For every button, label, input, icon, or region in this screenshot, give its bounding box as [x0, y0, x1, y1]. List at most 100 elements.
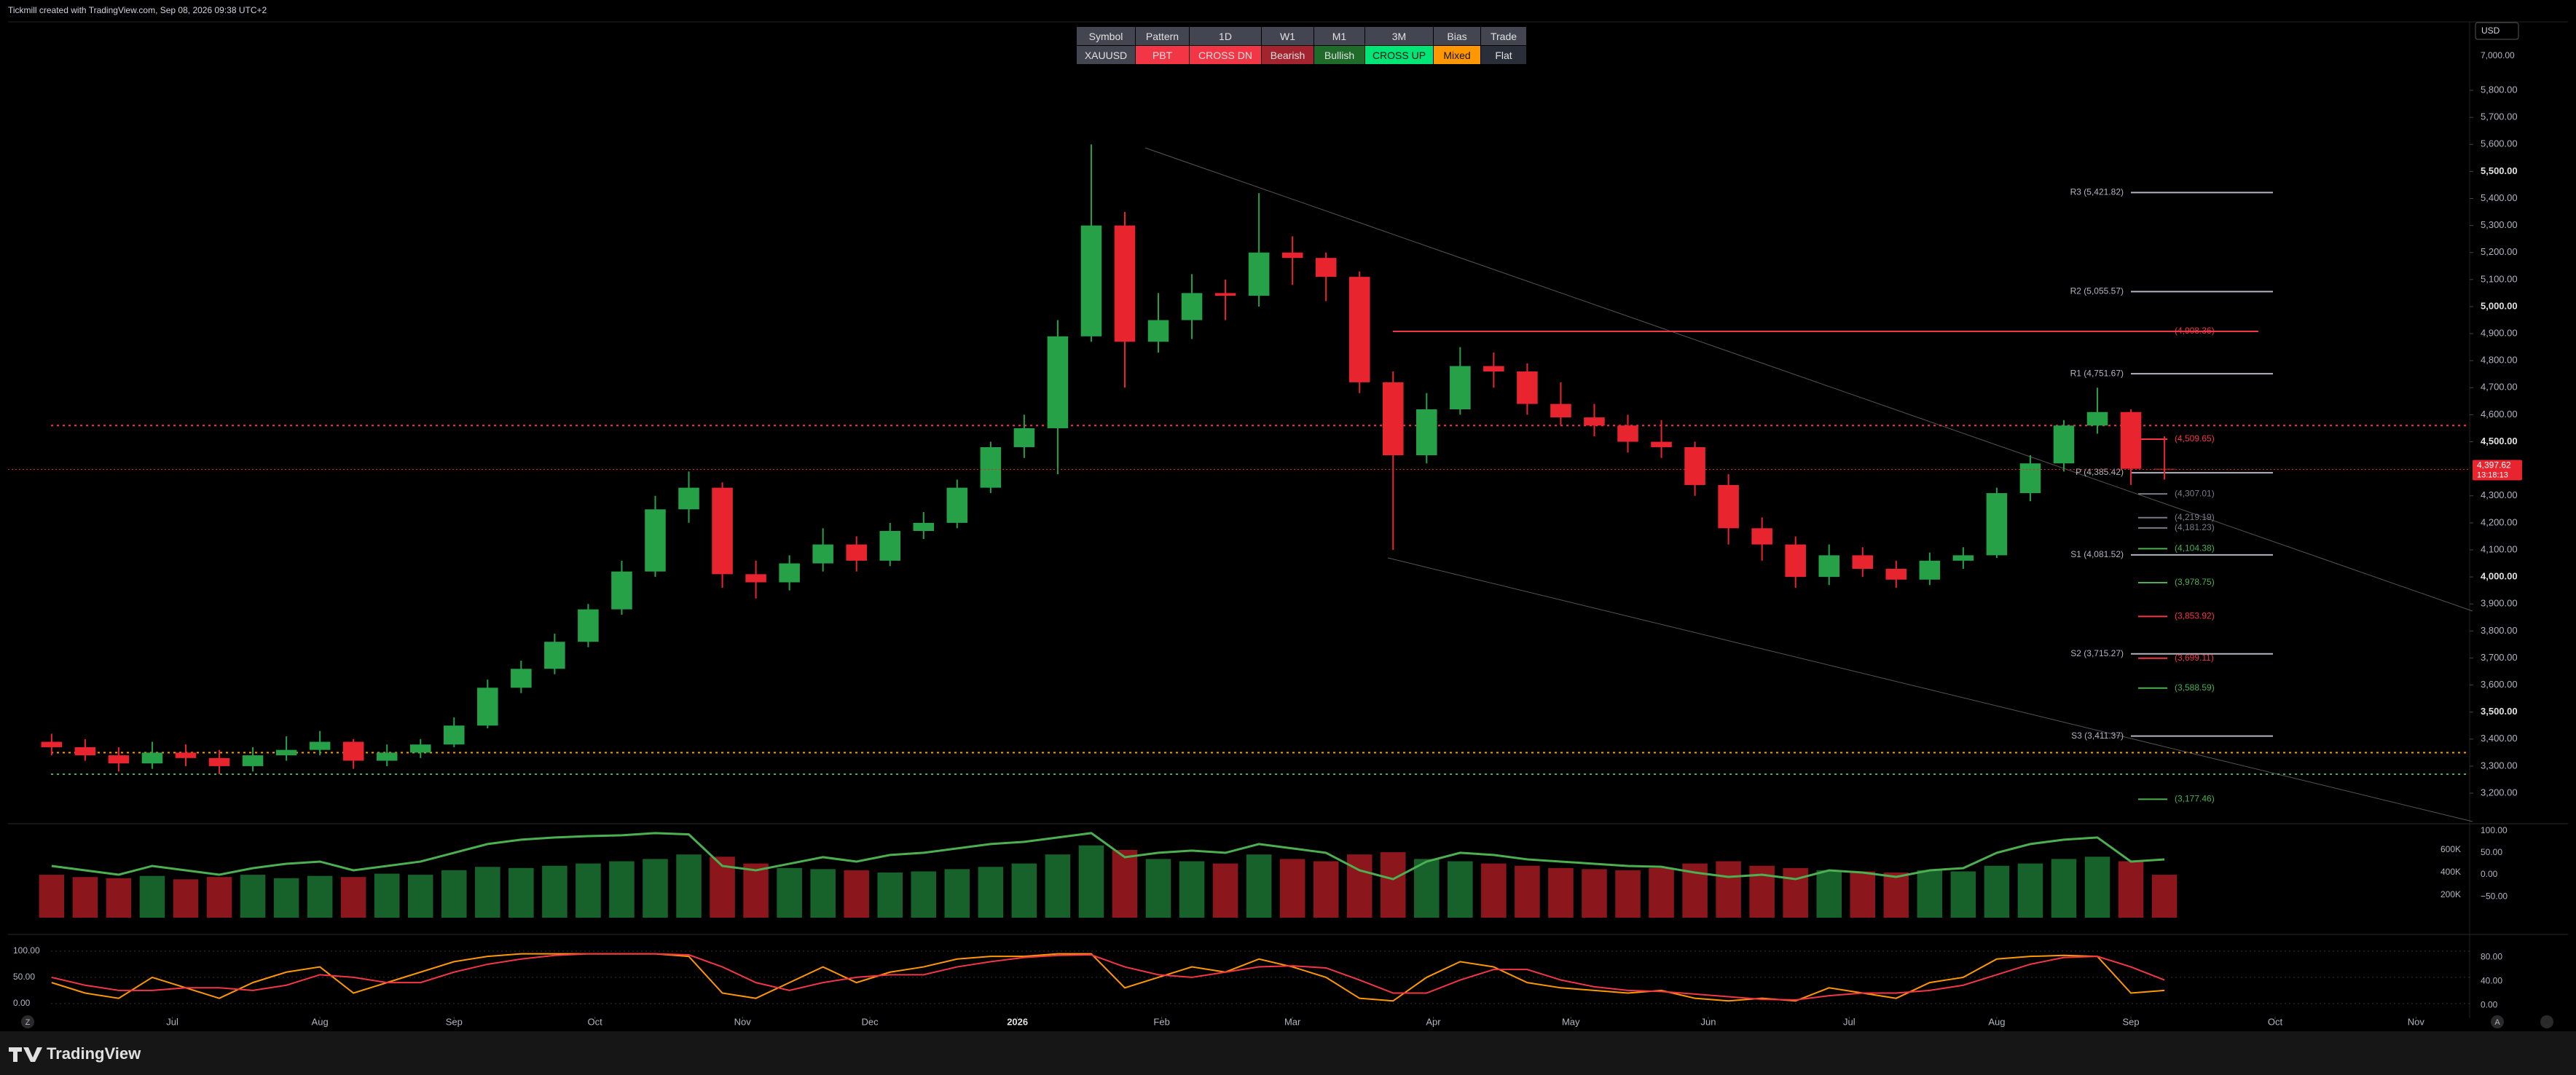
y-tick-label: 5,800.00: [2481, 84, 2518, 95]
volume-bar: [844, 870, 869, 918]
candle-body: [2019, 463, 2041, 494]
candle-body: [846, 544, 867, 561]
volume-bar: [1883, 873, 1909, 918]
osc-y2-tick-label: 0.00: [2481, 1000, 2498, 1010]
level-label: (4,908.36): [2175, 326, 2215, 336]
level-label: (3,177.46): [2175, 794, 2215, 804]
volume-bar: [2084, 857, 2110, 918]
auto-label[interactable]: A: [2494, 1018, 2500, 1027]
volume-bar: [2051, 859, 2077, 918]
y-tick-label: 4,700.00: [2481, 382, 2518, 393]
candle-body: [208, 757, 230, 766]
x-tick-label: Mar: [1284, 1016, 1301, 1027]
candle-body: [41, 741, 63, 747]
caption: Tickmill created with TradingView.com, S…: [8, 5, 267, 15]
volume-bar: [273, 878, 299, 918]
zoom-label[interactable]: Z: [25, 1018, 31, 1027]
column-header: W1: [1261, 26, 1314, 46]
candle-body: [879, 531, 901, 561]
y-tick-label: 3,800.00: [2481, 625, 2518, 636]
column-header: 1D: [1189, 26, 1262, 46]
y-tick-label: 4,200.00: [2481, 516, 2518, 527]
table-cell: PBT: [1135, 45, 1190, 65]
table-cell: XAUUSD: [1076, 45, 1136, 65]
volume-bar: [1850, 871, 1876, 918]
candle-body: [1013, 428, 1035, 447]
x-tick-label: May: [1562, 1016, 1580, 1027]
column-header: M1: [1313, 26, 1365, 46]
volume-bar: [2017, 863, 2043, 918]
volume-bar: [1045, 854, 1071, 918]
volume-bar: [1448, 861, 1473, 918]
volume-bar: [1346, 854, 1373, 918]
candle-body: [242, 755, 264, 766]
table-cell: Bullish: [1313, 45, 1365, 65]
level-label: (4,219.19): [2175, 512, 2215, 522]
candle-body: [1785, 544, 1806, 578]
candle-body: [1517, 371, 1538, 404]
volume-bar: [1212, 863, 1238, 918]
volume-bar: [1649, 867, 1674, 918]
y-tick-label: 5,600.00: [2481, 138, 2518, 149]
y-tick-label: 4,600.00: [2481, 409, 2518, 420]
volume-bar: [1515, 865, 1540, 918]
candle-body: [309, 741, 331, 750]
x-tick-label: Feb: [1153, 1016, 1169, 1027]
pivot-label: R2 (5,055.57): [2070, 286, 2124, 296]
volume-bar: [340, 877, 366, 918]
volume-bar: [2151, 875, 2178, 918]
osc-tick-label: 50.00: [13, 972, 35, 982]
candle-body: [1684, 446, 1705, 485]
candle-body: [1617, 425, 1638, 442]
volume-bar: [777, 867, 802, 918]
candle-body: [1382, 382, 1404, 456]
volume-bar: [911, 871, 937, 918]
zoom-button[interactable]: [21, 1015, 34, 1028]
pivot-label: S3 (3,411.37): [2071, 731, 2124, 741]
x-tick-label: Apr: [1426, 1016, 1441, 1027]
volume-tick-label: 200K: [2440, 889, 2461, 899]
osc-tick-label: 100.00: [13, 945, 40, 956]
candle-body: [712, 487, 733, 575]
currency-button[interactable]: [2475, 22, 2519, 40]
volume-bar: [1481, 863, 1507, 918]
column-header: Trade: [1480, 26, 1527, 46]
y-tick-label: 5,100.00: [2481, 273, 2518, 284]
candle-body: [1214, 293, 1236, 296]
bottom-bar: [0, 1031, 2576, 1075]
candle-body: [1818, 555, 1839, 578]
candle-body: [745, 574, 766, 583]
volume-bar: [1380, 852, 1406, 918]
y-tick-label: 5,000.00: [2481, 300, 2518, 311]
volume-bar: [1145, 859, 1171, 918]
candle-body: [1718, 484, 1739, 529]
candle-body: [1852, 555, 1874, 569]
volume-bar: [944, 869, 970, 918]
pivot-label: S2 (3,715.27): [2070, 648, 2124, 658]
brand: TradingView: [47, 1044, 141, 1063]
y-tick-label: 5,500.00: [2481, 165, 2518, 176]
volume-bar: [1783, 867, 1808, 918]
x-tick-label: Sep: [446, 1016, 463, 1027]
y-tick-label: 3,900.00: [2481, 598, 2518, 609]
candle-body: [342, 741, 364, 761]
level-label: (4,509.65): [2175, 433, 2215, 444]
settings-button[interactable]: [2540, 1015, 2553, 1028]
candle-body: [1315, 258, 1337, 277]
volume-bar: [1950, 871, 1976, 918]
table-cell: CROSS DN: [1189, 45, 1262, 65]
candle-body: [1751, 528, 1772, 545]
volume-bar: [1816, 870, 1842, 918]
table-cell: Mixed: [1433, 45, 1481, 65]
auto-button[interactable]: [2491, 1015, 2504, 1028]
volume-bar: [39, 875, 65, 918]
y-tick-label: 3,600.00: [2481, 679, 2518, 690]
currency[interactable]: USD: [2481, 25, 2500, 36]
y-tick-label: 4,100.00: [2481, 543, 2518, 554]
volume-bar: [206, 877, 232, 918]
candle-body: [812, 544, 833, 564]
candle-body: [108, 755, 130, 764]
level-label: (3,853.92): [2175, 611, 2215, 621]
volume-bar: [609, 861, 635, 918]
